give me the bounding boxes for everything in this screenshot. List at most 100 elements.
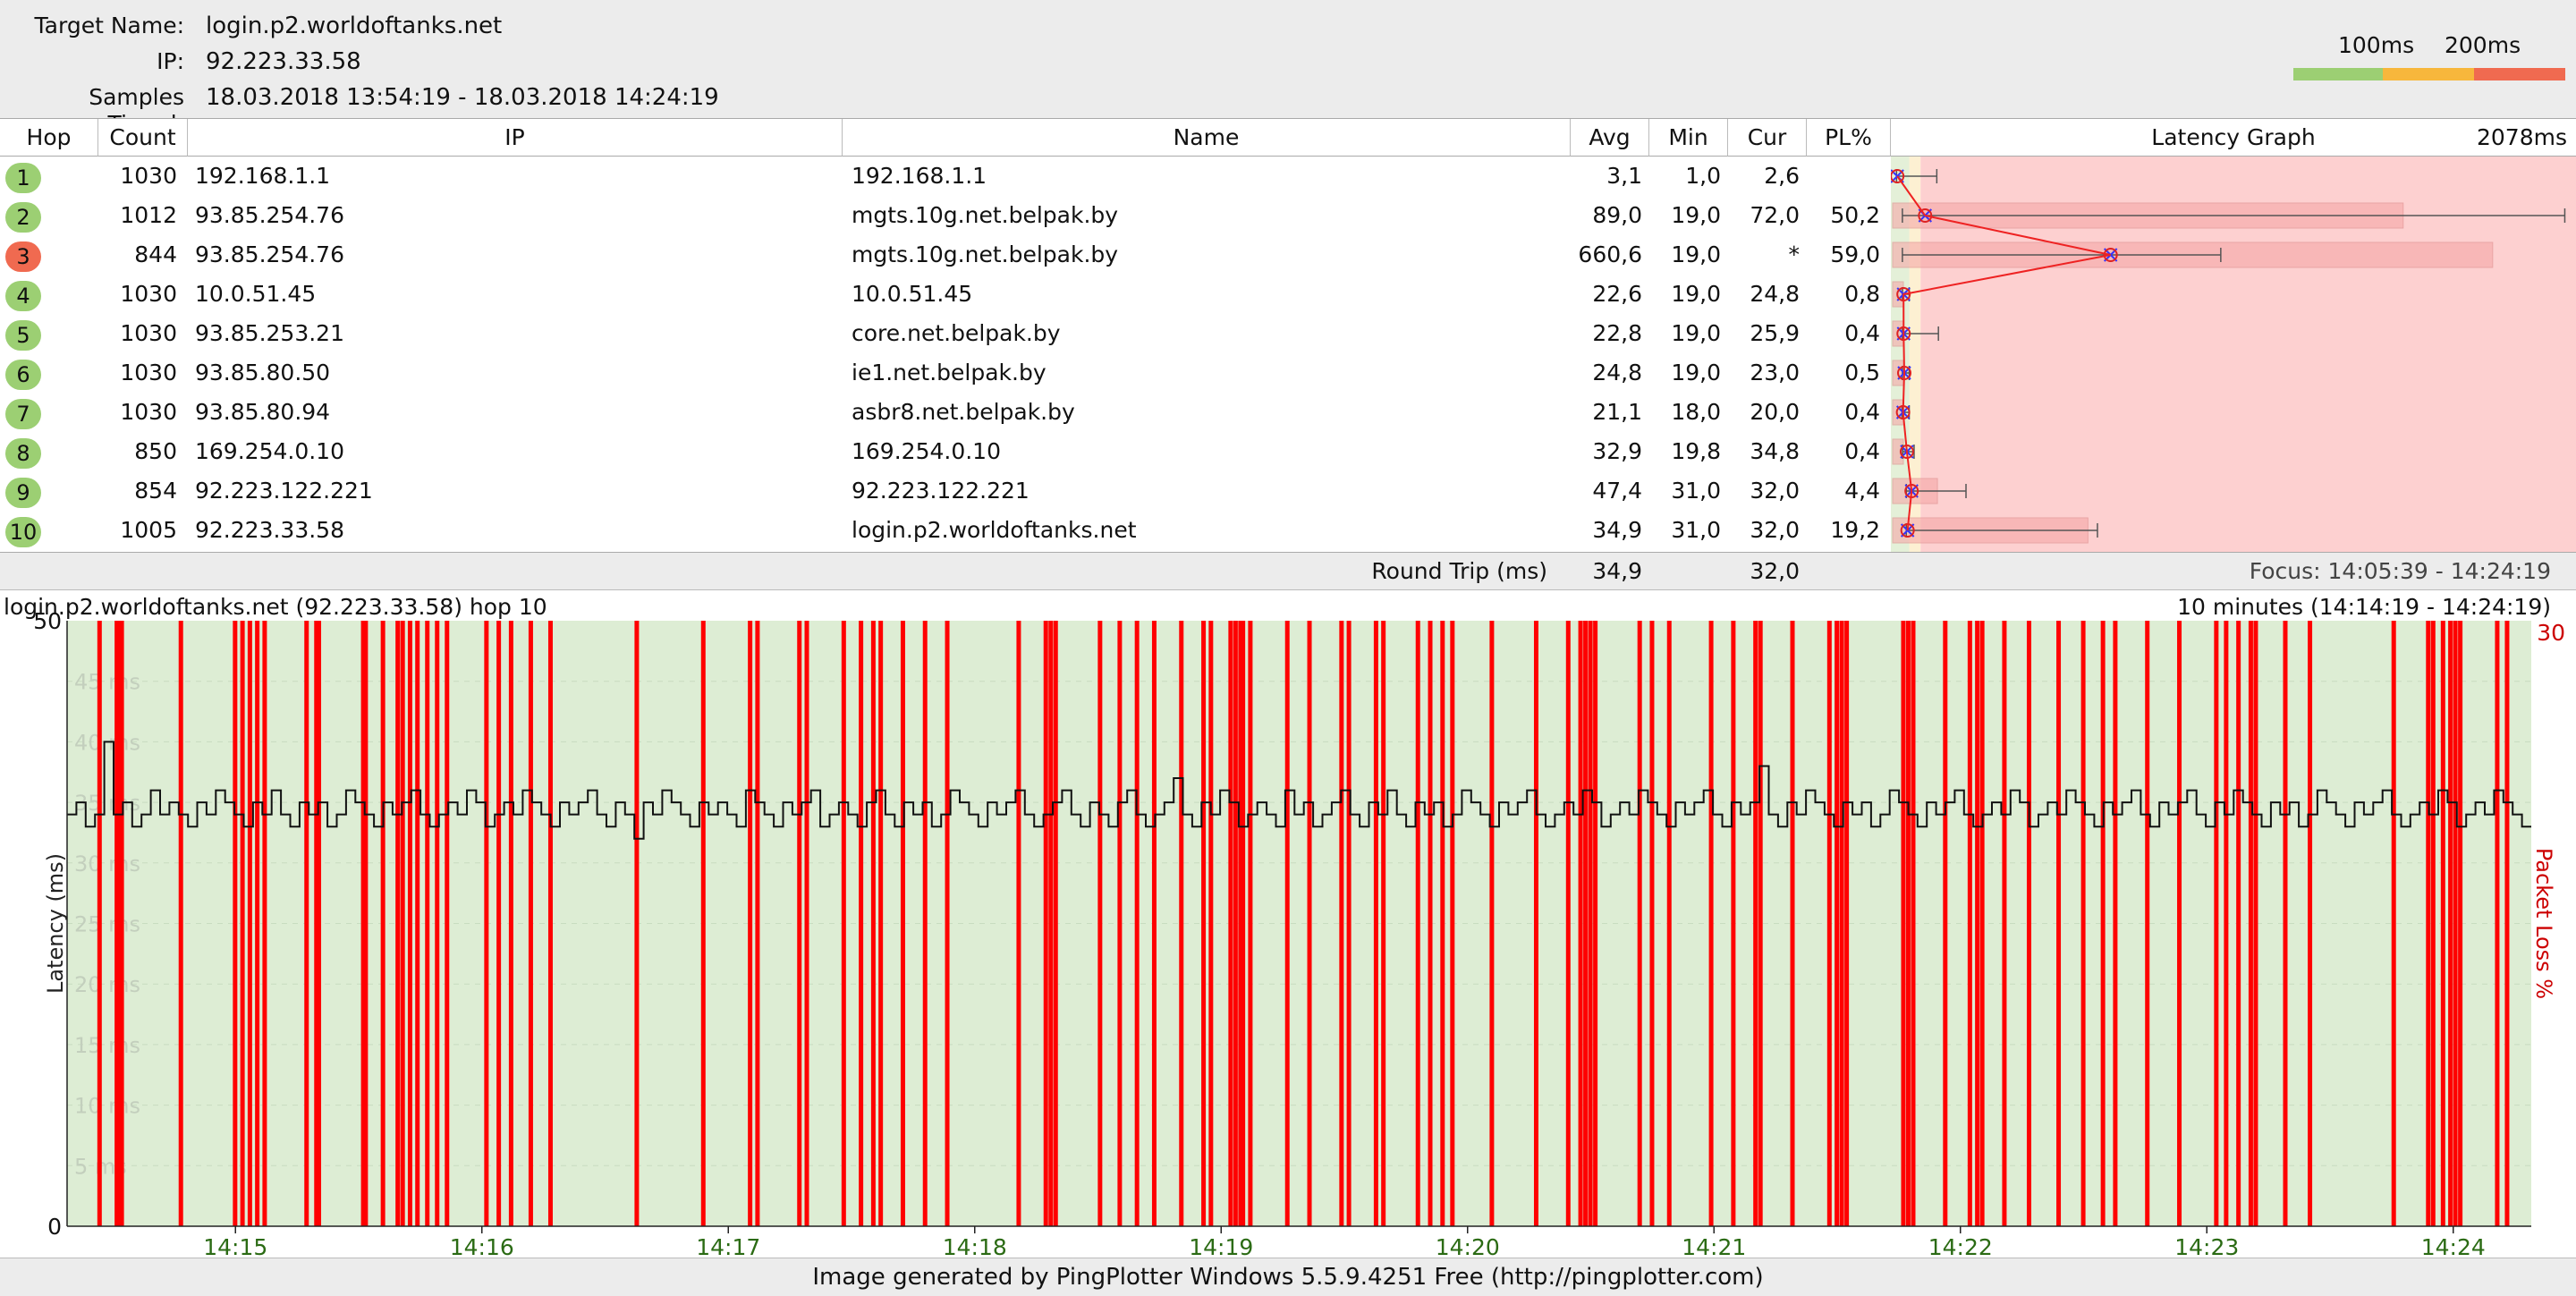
hop-count: 854 [134,478,177,504]
packet-loss-mark [1790,621,1795,1226]
packet-loss-mark [255,621,260,1226]
hop-count: 1005 [120,517,177,543]
packet-loss-mark [1588,621,1593,1226]
hop-count: 1030 [120,163,177,189]
packet-loss-mark [484,621,489,1226]
timeline-chart-panel: login.p2.worldoftanks.net (92.223.33.58)… [0,589,2576,1261]
hop-name: login.p2.worldoftanks.net [852,517,1137,543]
packet-loss-mark [415,621,420,1226]
packet-loss-mark [2391,621,2396,1226]
packet-loss-mark [317,621,322,1226]
packet-loss-mark [2448,621,2453,1226]
column-header-pl[interactable]: PL% [1807,119,1891,157]
hop-row[interactable]: 5 1030 93.85.253.21 core.net.belpak.by 22,8 1… [0,314,2576,353]
packet-loss-mark [755,621,760,1226]
x-tick-label: 14:19 [1189,1234,1253,1258]
column-header-count[interactable]: Count [98,119,188,157]
hop-row[interactable]: 4 1030 10.0.51.45 10.0.51.45 22,6 19,0 24,8 0,8 [0,275,2576,314]
hop-cur: 24,8 [1750,281,1800,307]
hop-row[interactable]: 2 1012 93.85.254.76 mgts.10g.net.belpak.by 8… [0,196,2576,235]
packet-loss-mark [2458,621,2463,1226]
packet-loss-mark [859,621,864,1226]
packet-loss-mark [1905,621,1911,1226]
latency-graph-max: 2078ms [2476,124,2567,150]
latency-series-line [67,741,2531,840]
x-tick-label: 14:16 [450,1234,514,1258]
hop-avg: 47,4 [1592,478,1642,504]
chart-range: 10 minutes (14:14:19 - 14:24:19) [2177,594,2551,620]
hop-row[interactable]: 1 1030 192.168.1.1 192.168.1.1 3,1 1,0 2,6 [0,157,2576,196]
hop-number-badge: 3 [5,241,41,272]
packet-loss-mark [2248,621,2253,1226]
packet-loss-mark [1753,621,1758,1226]
packet-loss-mark [304,621,309,1226]
column-header-cur[interactable]: Cur [1728,119,1807,157]
column-header-name[interactable]: Name [843,119,1571,157]
hop-name: ie1.net.belpak.by [852,360,1046,385]
hop-row[interactable]: 9 854 92.223.122.221 92.223.122.221 47,4 31,0… [0,471,2576,511]
packet-loss-mark [1208,621,1214,1226]
packet-loss-mark [1346,621,1352,1226]
packet-loss-mark [1637,621,1642,1226]
hop-min: 19,0 [1671,202,1721,228]
hop-ip: 93.85.80.50 [195,360,331,385]
hop-min: 31,0 [1671,478,1721,504]
hop-ip: 93.85.253.21 [195,320,344,346]
packet-loss-mark [2426,621,2431,1226]
packet-loss-mark [1248,621,1253,1226]
hop-cur: 32,0 [1750,478,1800,504]
y-tick-label: 30 ms [74,851,140,877]
packet-loss-mark [1826,621,1832,1226]
packet-loss-mark [1583,621,1589,1226]
packet-loss-mark [114,621,120,1226]
packet-loss-mark [435,621,440,1226]
hop-ip: 169.254.0.10 [195,438,344,464]
packet-loss-mark [2177,621,2182,1226]
timeline-chart[interactable]: login.p2.worldoftanks.net (92.223.33.58)… [0,590,2576,1260]
column-header-hop[interactable]: Hop [0,119,98,157]
y-tick-label: 15 ms [74,1033,140,1058]
column-header-min[interactable]: Min [1649,119,1728,157]
packet-loss-mark [2214,621,2219,1226]
packet-loss-mark [1228,621,1233,1226]
packet-loss-mark [2430,621,2436,1226]
hop-count: 1030 [120,399,177,425]
hop-min: 19,0 [1671,360,1721,385]
hop-min: 19,8 [1671,438,1721,464]
hop-count: 1030 [120,281,177,307]
packet-loss-mark [1649,621,1655,1226]
hop-avg: 32,9 [1592,438,1642,464]
hop-count: 844 [134,241,177,267]
packet-loss-mark [1415,621,1420,1226]
column-header-ip[interactable]: IP [188,119,843,157]
hop-name: asbr8.net.belpak.by [852,399,1075,425]
hop-ip: 192.168.1.1 [195,163,331,189]
column-header-latency-graph[interactable]: Latency Graph 2078ms [1891,119,2576,157]
hop-row[interactable]: 6 1030 93.85.80.50 ie1.net.belpak.by 24,8 19,… [0,353,2576,393]
packet-loss-mark [1238,621,1243,1226]
y-tick-label: 25 ms [74,912,140,937]
hop-min: 19,0 [1671,281,1721,307]
packet-loss-mark [797,621,802,1226]
focus-range[interactable]: Focus: 14:05:39 - 14:24:19 [2249,558,2551,584]
hop-row[interactable]: 10 1005 92.223.33.58 login.p2.worldoftanks.… [0,511,2576,550]
packet-loss-mark [1048,621,1054,1226]
packet-loss-mark [2056,621,2062,1226]
summary-header: Target Name: login.p2.worldoftanks.net I… [0,0,2576,137]
hop-row[interactable]: 7 1030 93.85.80.94 asbr8.net.belpak.by 21,1 1… [0,393,2576,432]
packet-loss-bar [1892,438,1904,465]
packet-loss-mark [2145,621,2150,1226]
packet-loss-mark [240,621,245,1226]
hop-pl: 4,4 [1844,478,1880,504]
hop-number-badge: 8 [5,438,41,469]
hop-min: 31,0 [1671,517,1721,543]
hop-cur: 20,0 [1750,399,1800,425]
hop-number-badge: 10 [5,517,41,547]
packet-loss-mark [2440,621,2445,1226]
hop-row[interactable]: 3 844 93.85.254.76 mgts.10g.net.belpak.by 66… [0,235,2576,275]
hop-cur: 72,0 [1750,202,1800,228]
packet-loss-mark [1450,621,1455,1226]
hop-row[interactable]: 8 850 169.254.0.10 169.254.0.10 32,9 19,8 34,8… [0,432,2576,471]
column-header-avg[interactable]: Avg [1571,119,1649,157]
hop-pl: 0,4 [1844,438,1880,464]
